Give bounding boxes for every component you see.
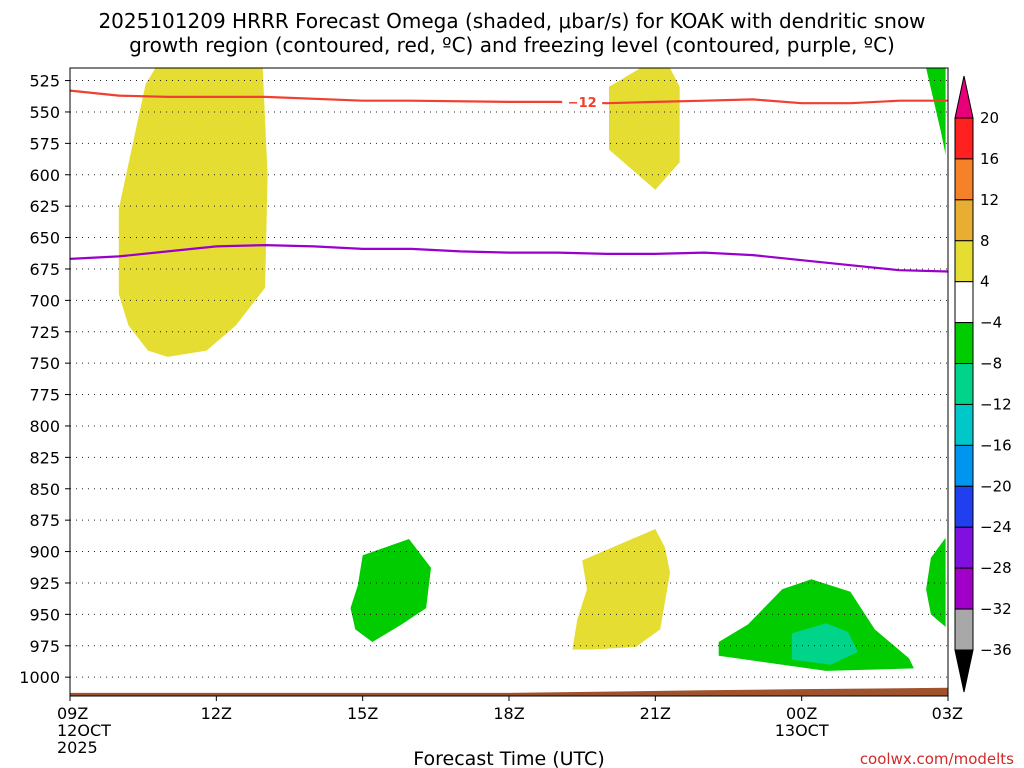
- colorbar-top-arrow: [954, 75, 974, 119]
- omega-region-5: [718, 579, 914, 671]
- x-tick-label-21Z: 21Z: [640, 704, 671, 723]
- colorbar-swatch-7: [954, 363, 974, 405]
- omega-shading: [118, 68, 946, 671]
- x-tick-label-18Z: 18Z: [493, 704, 524, 723]
- omega-region-7: [926, 68, 946, 155]
- credit-text: coolwx.com/modelts: [860, 750, 1014, 768]
- title-line-1: 2025101209 HRRR Forecast Omega (shaded, …: [98, 9, 925, 33]
- colorbar-swatch-13: [954, 608, 974, 651]
- x-tick-label-12Z: 12Z: [201, 704, 232, 723]
- colorbar-swatch-6: [954, 322, 974, 365]
- title-line-2: growth region (contoured, red, ºC) and f…: [129, 33, 895, 57]
- omega-region-1: [118, 68, 268, 357]
- colorbar-label-3: 12: [980, 191, 999, 209]
- y-tick-label-550: 550: [29, 103, 60, 122]
- colorbar-label-1: 20: [980, 109, 999, 127]
- colorbar-swatch-3: [954, 199, 974, 242]
- x-axis-label: Forecast Time (UTC): [413, 748, 604, 768]
- y-tick-label-525: 525: [29, 72, 60, 91]
- colorbar-label-11: −24: [980, 518, 1012, 536]
- colorbar-label-10: −20: [980, 477, 1012, 495]
- y-tick-label-875: 875: [29, 511, 60, 530]
- colorbar-label-7: −8: [980, 355, 1002, 373]
- colorbar-bottom-arrow: [954, 649, 974, 693]
- y-tick-label-700: 700: [29, 291, 60, 310]
- y-tick-label-900: 900: [29, 543, 60, 562]
- colorbar-label-4: 8: [980, 232, 990, 250]
- x-tick-year: 2025: [57, 738, 98, 757]
- y-tick-label-650: 650: [29, 229, 60, 248]
- omega-region-2: [609, 68, 680, 190]
- x-tick-label-15Z: 15Z: [347, 704, 378, 723]
- colorbar-swatch-2: [954, 158, 974, 201]
- y-tick-label-1000: 1000: [19, 668, 60, 687]
- omega-region-6: [791, 623, 858, 665]
- x-tick-date-12OCT: 12OCT: [57, 721, 111, 740]
- colorbar-label-8: −12: [980, 395, 1012, 413]
- colorbar-swatch-12: [954, 567, 974, 610]
- y-tick-label-825: 825: [29, 448, 60, 467]
- y-tick-label-975: 975: [29, 637, 60, 656]
- dgz-contour-label: −12: [568, 96, 597, 111]
- dgz-label-background: [562, 92, 603, 110]
- pressure-axis: 525 550 575 600 625 650 675 700 725 750 775 800 825 8…: [19, 72, 70, 687]
- y-tick-label-600: 600: [29, 166, 60, 185]
- colorbar-swatch-10: [954, 485, 974, 528]
- y-tick-label-575: 575: [29, 134, 60, 153]
- colorbar-swatch-8: [954, 403, 974, 446]
- x-tick-label-03Z: 03Z: [932, 704, 963, 723]
- pressure-gridlines: [70, 80, 948, 678]
- y-tick-label-725: 725: [29, 323, 60, 342]
- y-tick-label-800: 800: [29, 417, 60, 436]
- colorbar-swatch-5: [954, 281, 974, 324]
- x-tick-date-13OCT: 13OCT: [775, 721, 829, 740]
- colorbar-label-9: −16: [980, 436, 1012, 454]
- y-tick-label-850: 850: [29, 480, 60, 499]
- y-tick-label-775: 775: [29, 386, 60, 405]
- y-tick-label-750: 750: [29, 354, 60, 373]
- omega-region-4: [350, 539, 431, 642]
- contour-lines: −12: [70, 89, 948, 273]
- y-tick-label-675: 675: [29, 260, 60, 279]
- y-tick-label-925: 925: [29, 574, 60, 593]
- omega-region-3: [572, 529, 670, 650]
- colorbar-label-2: 16: [980, 150, 999, 168]
- x-tick-label-09Z: 09Z: [57, 704, 88, 723]
- colorbar-label-5: 4: [980, 273, 990, 291]
- colorbar-swatch-4: [954, 240, 974, 283]
- x-tick-label-00Z: 00Z: [786, 704, 817, 723]
- colorbar-label-13: −32: [980, 600, 1012, 618]
- colorbar-label-12: −28: [980, 559, 1012, 577]
- freezing-level-line: [70, 243, 948, 273]
- y-tick-label-625: 625: [29, 197, 60, 216]
- omega-region-8: [926, 537, 946, 627]
- y-tick-label-950: 950: [29, 605, 60, 624]
- colorbar-swatch-1: [954, 117, 974, 160]
- colorbar-label-6: −4: [980, 314, 1002, 332]
- terrain-surface: [70, 687, 948, 696]
- colorbar-swatch-11: [954, 526, 974, 569]
- colorbar-swatch-9: [954, 444, 974, 487]
- colorbar: 20 16 12 8 4 −4 −8 −12 −16 −20 −24 −28 −32 −36: [954, 75, 1012, 693]
- colorbar-label-14: −36: [980, 641, 1012, 659]
